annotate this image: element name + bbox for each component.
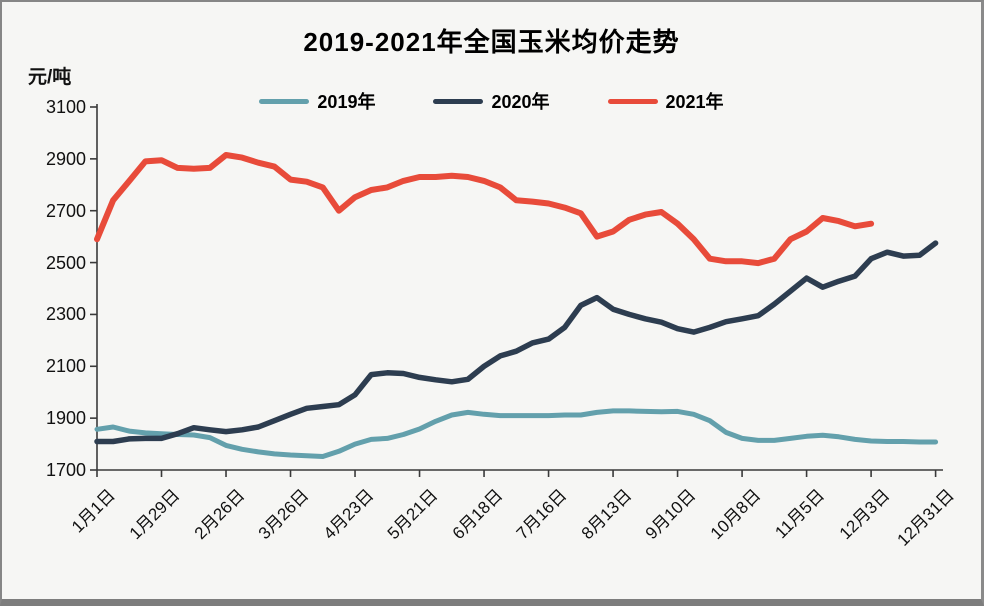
- series-line-2020年: [94, 240, 939, 445]
- legend-item-2020: 2020年: [433, 88, 550, 114]
- y-axis-unit-label: 元/吨: [28, 67, 72, 88]
- legend-label-2019: 2019年: [317, 92, 376, 112]
- y-tick-label: 2100: [45, 356, 86, 377]
- legend-label-2021: 2021年: [665, 92, 724, 112]
- legend-swatch-2020: [433, 98, 484, 104]
- y-tick-label: 2900: [45, 148, 86, 169]
- y-tick-label: 1700: [45, 460, 86, 480]
- y-tick-label: 2300: [45, 304, 86, 325]
- legend-item-2021: 2021年: [607, 88, 724, 114]
- y-tick-label: 2500: [45, 252, 86, 273]
- legend-label-2020: 2020年: [491, 92, 550, 112]
- y-tick-label: 3100: [45, 97, 86, 117]
- series-line-2019年: [94, 408, 939, 459]
- legend: 2019年 2020年 2021年: [2, 88, 981, 114]
- legend-swatch-2021: [607, 98, 658, 104]
- y-tick-label: 2700: [45, 200, 86, 221]
- chart-title: 2019-2021年全国玉米均价走势: [303, 27, 680, 57]
- legend-swatch-2019: [259, 98, 310, 104]
- series-line-2021年: [94, 152, 875, 267]
- y-tick-label: 1900: [45, 408, 86, 429]
- legend-item-2019: 2019年: [259, 88, 375, 114]
